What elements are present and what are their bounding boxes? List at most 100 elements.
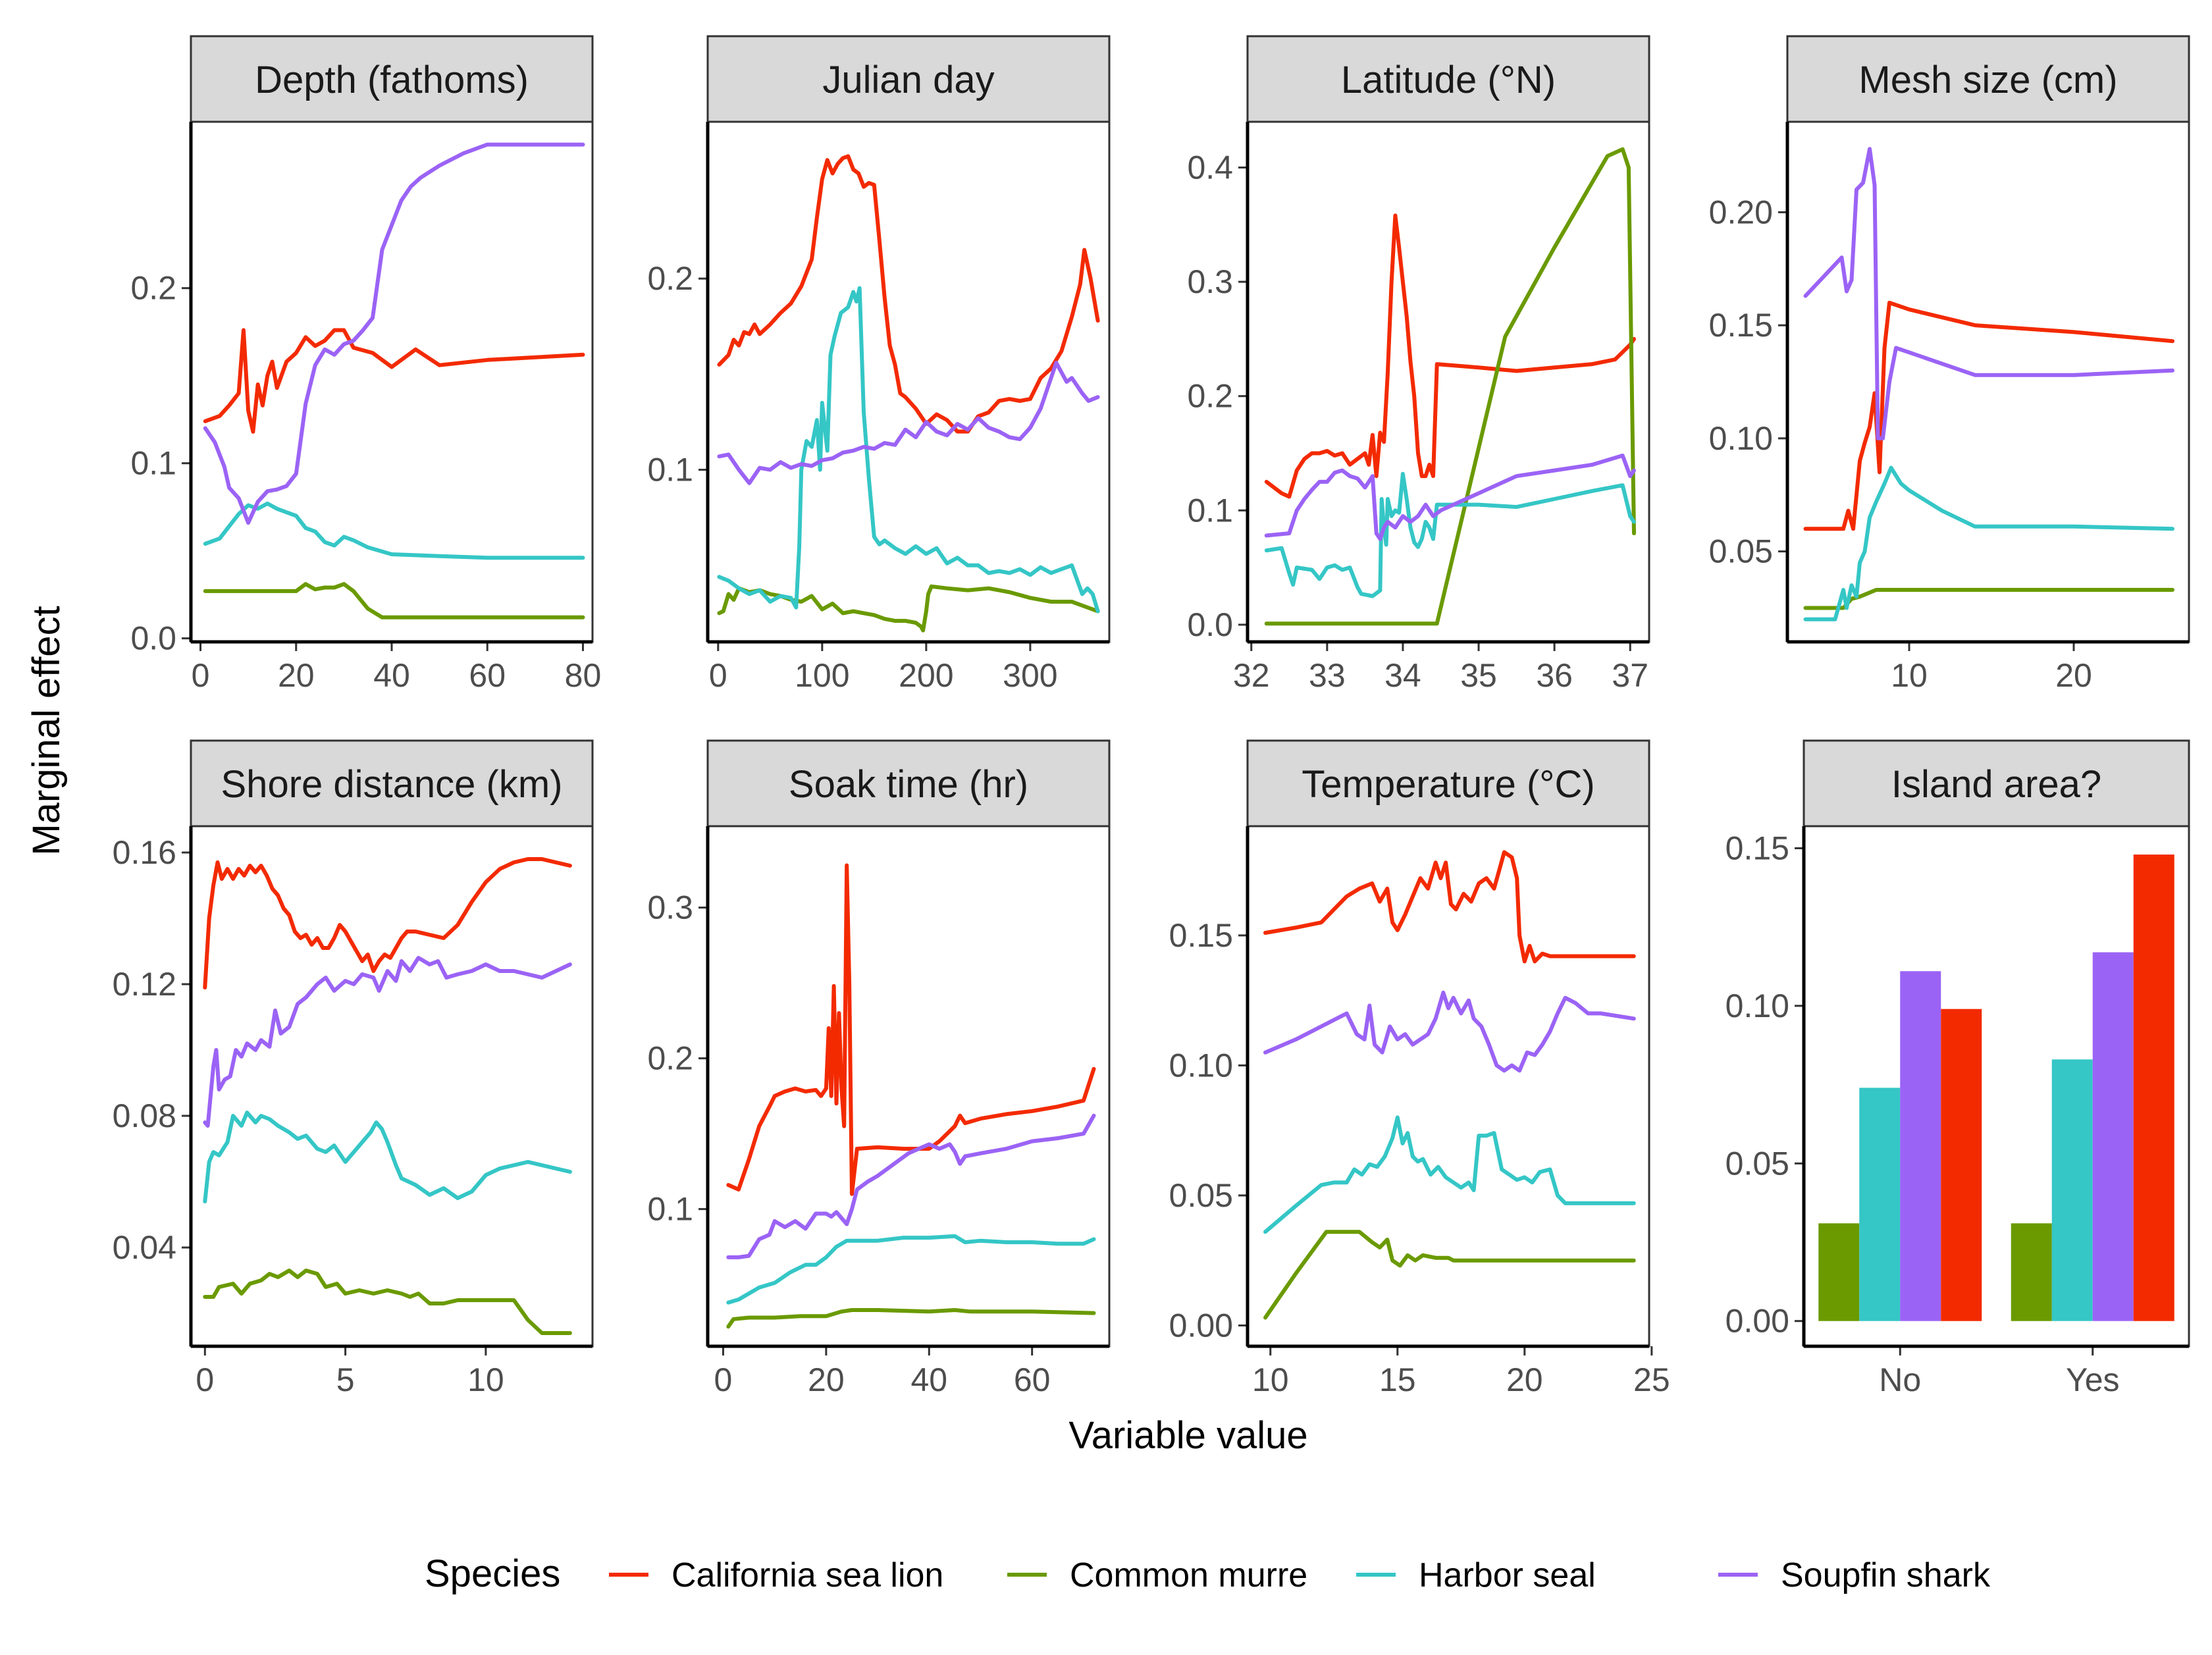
x-tick-label: 80 [565, 657, 602, 694]
x-tick-label: 300 [1003, 657, 1057, 694]
y-tick-label: 0.05 [1709, 533, 1773, 570]
legend-label-california-sea-lion: California sea lion [672, 1556, 943, 1594]
series-line-harbor-seal [1263, 1115, 1636, 1234]
panel-border [1246, 120, 1650, 643]
panel-mesh-size-cm: Mesh size (cm) 0.05 0.10 0.15 0.20 10 20 [1709, 35, 2190, 694]
panel-strip [1246, 739, 1650, 828]
panel-island-area: Island area? 0.00 0.05 0.10 0.15 No Yes [1725, 739, 2190, 1398]
panel-title: Latitude (°N) [1341, 59, 1556, 101]
y-tick-label: 0.08 [113, 1097, 176, 1134]
panel-depth-fathoms: Depth (fathoms) 0.0 0.1 0.2 0 20 40 60 80 [130, 35, 602, 694]
y-tick-label: 0.3 [647, 889, 693, 926]
x-tick-label: 10 [1891, 657, 1928, 694]
y-tick-label: 0.10 [1709, 420, 1773, 457]
y-tick-label: 0.0 [130, 620, 176, 657]
panel-strip [1786, 35, 2190, 123]
y-tick-label: 0.00 [1169, 1307, 1233, 1344]
panel-strip [1246, 35, 1650, 123]
series-line-common-murre [726, 1308, 1096, 1329]
panel-title: Mesh size (cm) [1858, 59, 2117, 101]
series-line-soupfin-shark [726, 1113, 1096, 1259]
panel-temperature-c: Temperature (°C) 0.00 0.05 0.10 0.15 10 15 20 25 [1169, 739, 1670, 1398]
y-tick-label: 0.1 [647, 452, 693, 488]
facet-panels: Depth (fathoms)0.00.10.20 20 40 60 80Julian … [113, 35, 2190, 1398]
panel-title: Island area? [1891, 763, 2101, 806]
panel-title: Soak time (hr) [789, 763, 1028, 806]
x-tick-label: 0 [714, 1361, 733, 1398]
x-axis-title: Variable value [1068, 1414, 1307, 1457]
y-axis-title: Marginal effect [25, 606, 68, 855]
series-lines [717, 154, 1100, 633]
panel-shore-distance-km: Shore distance (km) 0.04 0.08 0.12 0.16 0 5 10 [113, 739, 594, 1398]
x-tick-label: 20 [1506, 1361, 1543, 1398]
panel-strip [190, 35, 594, 123]
panel-title: Depth (fathoms) [255, 59, 529, 101]
legend-label-soupfin-shark: Soupfin shark [1781, 1556, 1991, 1594]
x-tick-label: 0 [192, 657, 210, 694]
series-line-harbor-seal [1264, 471, 1636, 598]
x-tick-label: 37 [1612, 657, 1648, 694]
series-lines [726, 863, 1096, 1329]
series-line-harbor-seal [1803, 465, 2174, 621]
series-line-harbor-seal [717, 286, 1100, 614]
y-tick-label: 0.2 [130, 270, 176, 307]
panel-julian-day: Julian day 0.1 0.2 0 100 200 300 [647, 35, 1111, 694]
bar-harbor-seal-yes [2051, 1059, 2093, 1321]
y-tick-label: 0.3 [1187, 263, 1233, 300]
series-line-soupfin-shark [203, 956, 572, 1128]
series-line-soupfin-shark [1264, 454, 1636, 541]
y-tick-label: 0.1 [1187, 492, 1233, 529]
series-line-harbor-seal [203, 1111, 572, 1203]
x-tick-label: 200 [899, 657, 953, 694]
x-tick-label: 36 [1536, 657, 1573, 694]
series-line-soupfin-shark [717, 361, 1100, 485]
panel-border [706, 825, 1111, 1348]
bar-soupfin-shark-no [1900, 971, 1941, 1321]
series-line-soupfin-shark [203, 142, 585, 525]
y-tick-label: 0.15 [1709, 307, 1773, 344]
x-tick-label: 100 [795, 657, 849, 694]
x-tick-label: 33 [1309, 657, 1346, 694]
series-line-california-sea-lion [1803, 300, 2174, 531]
panel-strip [190, 739, 594, 828]
y-tick-label: 0.04 [113, 1229, 176, 1266]
bar-common-murre-no [1818, 1223, 1860, 1321]
series-lines [1264, 147, 1636, 626]
x-tick-label: 5 [336, 1361, 355, 1398]
panel-border [190, 120, 594, 643]
y-tick-label: 0.1 [647, 1191, 693, 1228]
x-tick-label: No [1879, 1361, 1921, 1398]
legend-title: Species [425, 1552, 560, 1595]
x-tick-label: 20 [2055, 657, 2092, 694]
y-tick-label: 0.00 [1725, 1303, 1789, 1340]
x-tick-label: 15 [1379, 1361, 1416, 1398]
x-tick-label: 20 [808, 1361, 845, 1398]
series-line-harbor-seal [726, 1234, 1096, 1305]
y-tick-label: 0.4 [1187, 149, 1233, 186]
panel-latitude-n: Latitude (°N) 0.0 0.1 0.2 0.3 0.4 32 33 34 35 36 37 [1187, 35, 1650, 694]
bar-california-sea-lion-no [1941, 1009, 1982, 1321]
bar-common-murre-yes [2011, 1223, 2052, 1321]
bar-harbor-seal-no [1859, 1088, 1901, 1321]
series-line-california-sea-lion [726, 863, 1096, 1196]
panel-border [1246, 825, 1650, 1348]
bar-soupfin-shark-yes [2092, 952, 2134, 1321]
x-tick-label: 10 [1252, 1361, 1289, 1398]
panel-title: Temperature (°C) [1302, 763, 1594, 806]
x-tick-label: 35 [1460, 657, 1497, 694]
x-tick-label: 10 [467, 1361, 504, 1398]
y-tick-label: 0.16 [113, 834, 176, 871]
y-tick-label: 0.05 [1169, 1177, 1233, 1214]
series-line-common-murre [1264, 147, 1636, 626]
y-tick-label: 0.1 [130, 445, 176, 482]
legend-label-common-murre: Common murre [1070, 1556, 1307, 1594]
series-line-california-sea-lion [1264, 213, 1636, 499]
y-tick-label: 0.2 [647, 1040, 693, 1077]
series-line-soupfin-shark [1263, 990, 1636, 1073]
panel-title: Shore distance (km) [221, 763, 563, 806]
series-line-california-sea-lion [717, 154, 1100, 434]
panel-border [706, 120, 1111, 643]
x-tick-label: 25 [1633, 1361, 1670, 1398]
x-tick-label: 0 [709, 657, 727, 694]
